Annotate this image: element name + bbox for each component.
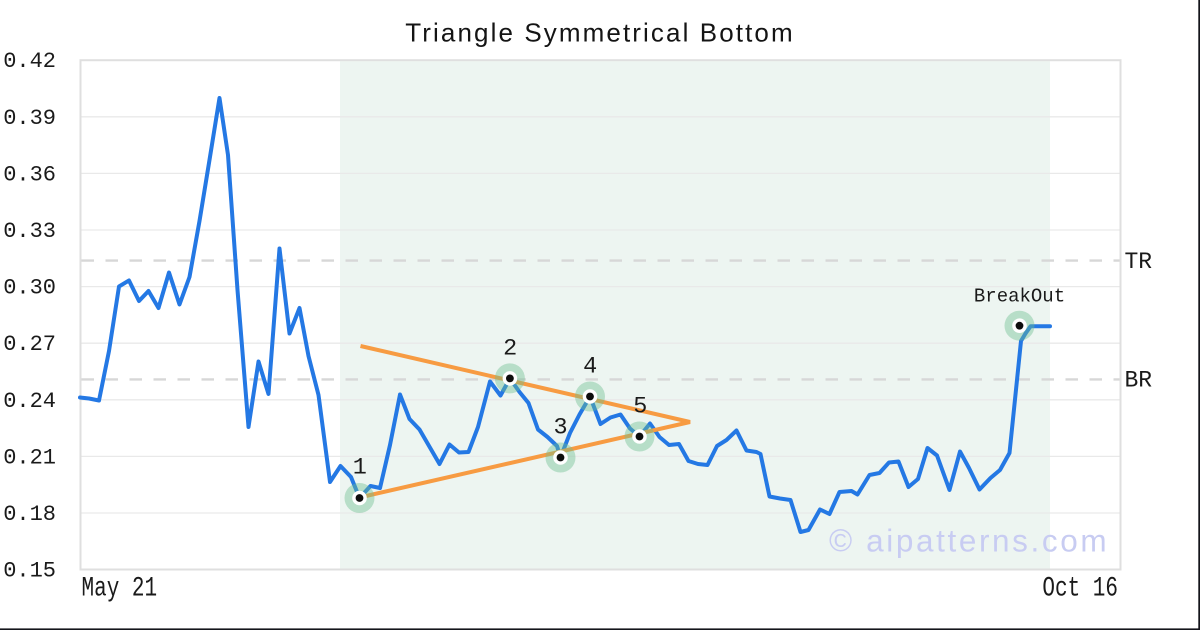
svg-text:5: 5 xyxy=(633,393,647,420)
svg-text:3: 3 xyxy=(554,414,568,441)
svg-text:TR: TR xyxy=(1125,249,1153,275)
svg-text:© aipatterns.com: © aipatterns.com xyxy=(829,523,1109,559)
svg-text:0.21: 0.21 xyxy=(3,445,56,470)
svg-text:0.33: 0.33 xyxy=(3,219,56,244)
svg-text:0.30: 0.30 xyxy=(3,276,56,301)
svg-text:Oct 16: Oct 16 xyxy=(1042,574,1118,604)
svg-text:BR: BR xyxy=(1125,368,1153,394)
svg-text:0.15: 0.15 xyxy=(3,559,56,584)
svg-text:0.18: 0.18 xyxy=(3,502,56,527)
svg-text:0.24: 0.24 xyxy=(3,389,56,414)
svg-text:Triangle Symmetrical Bottom: Triangle Symmetrical Bottom xyxy=(405,18,795,48)
svg-text:May 21: May 21 xyxy=(82,574,158,604)
svg-text:0.27: 0.27 xyxy=(3,332,56,357)
svg-text:0.39: 0.39 xyxy=(3,106,56,131)
svg-text:BreakOut: BreakOut xyxy=(974,286,1065,308)
svg-text:0.42: 0.42 xyxy=(3,49,56,74)
svg-text:4: 4 xyxy=(583,353,597,380)
svg-text:0.36: 0.36 xyxy=(3,162,56,187)
svg-text:2: 2 xyxy=(503,335,517,362)
svg-text:1: 1 xyxy=(353,454,367,481)
